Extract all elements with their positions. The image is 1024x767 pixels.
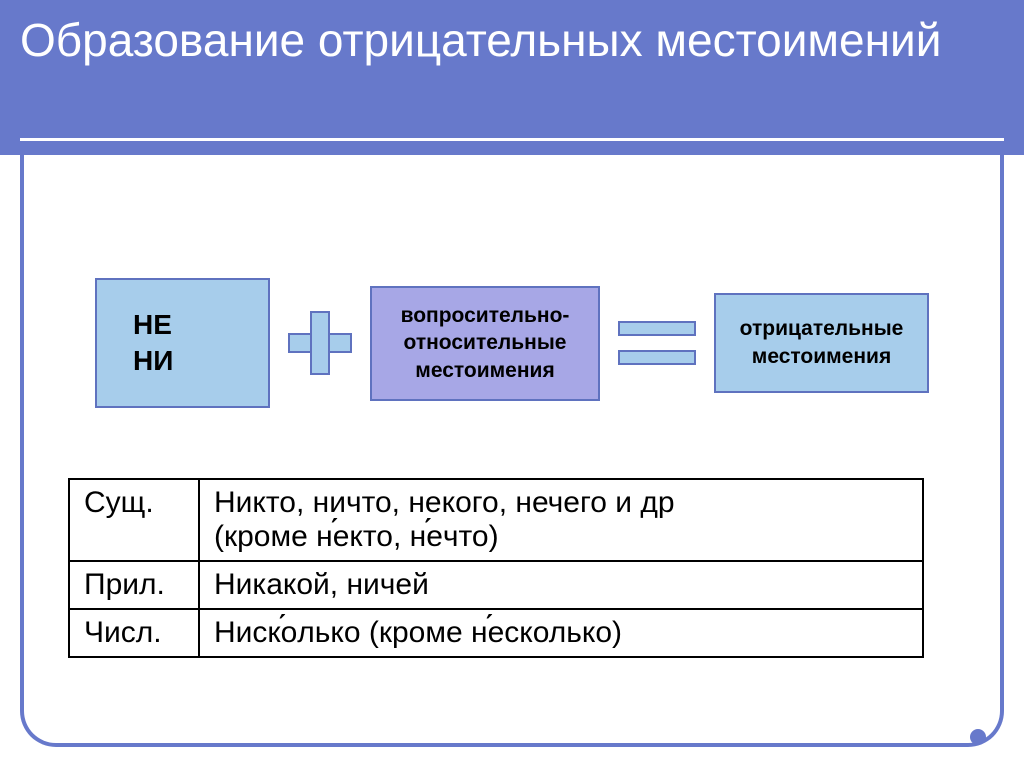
prefix-box: НЕНИ (95, 278, 270, 408)
equals-icon (618, 321, 696, 365)
page-title: Образование отрицательных местоимений (20, 12, 1024, 70)
plus-icon (288, 311, 352, 375)
table-row: Числ. Нисколько (кроме несколько) (69, 609, 923, 657)
result-text: отрицательные местоимения (716, 315, 927, 372)
row-label: Числ. (69, 609, 199, 657)
middle-text: вопросительно-относительные местоимения (372, 302, 598, 384)
row-text: Никто, ничто, некого, нечего и др(кроме … (199, 479, 923, 561)
content-frame (20, 155, 1004, 747)
result-box: отрицательные местоимения (714, 293, 929, 393)
examples-table: Сущ. Никто, ничто, некого, нечего и др(к… (68, 478, 924, 658)
corner-bullet-icon (970, 729, 986, 745)
title-bar: Образование отрицательных местоимений (0, 0, 1024, 155)
prefix-text: НЕНИ (133, 307, 173, 380)
row-text: Никакой, ничей (199, 561, 923, 609)
table-row: Сущ. Никто, ничто, некого, нечего и др(к… (69, 479, 923, 561)
table-row: Прил. Никакой, ничей (69, 561, 923, 609)
middle-box: вопросительно-относительные местоимения (370, 286, 600, 401)
title-underline (20, 138, 1004, 141)
row-text: Нисколько (кроме несколько) (199, 609, 923, 657)
row-label: Прил. (69, 561, 199, 609)
formula-diagram: НЕНИ вопросительно-относительные местоим… (0, 278, 1024, 408)
row-label: Сущ. (69, 479, 199, 561)
